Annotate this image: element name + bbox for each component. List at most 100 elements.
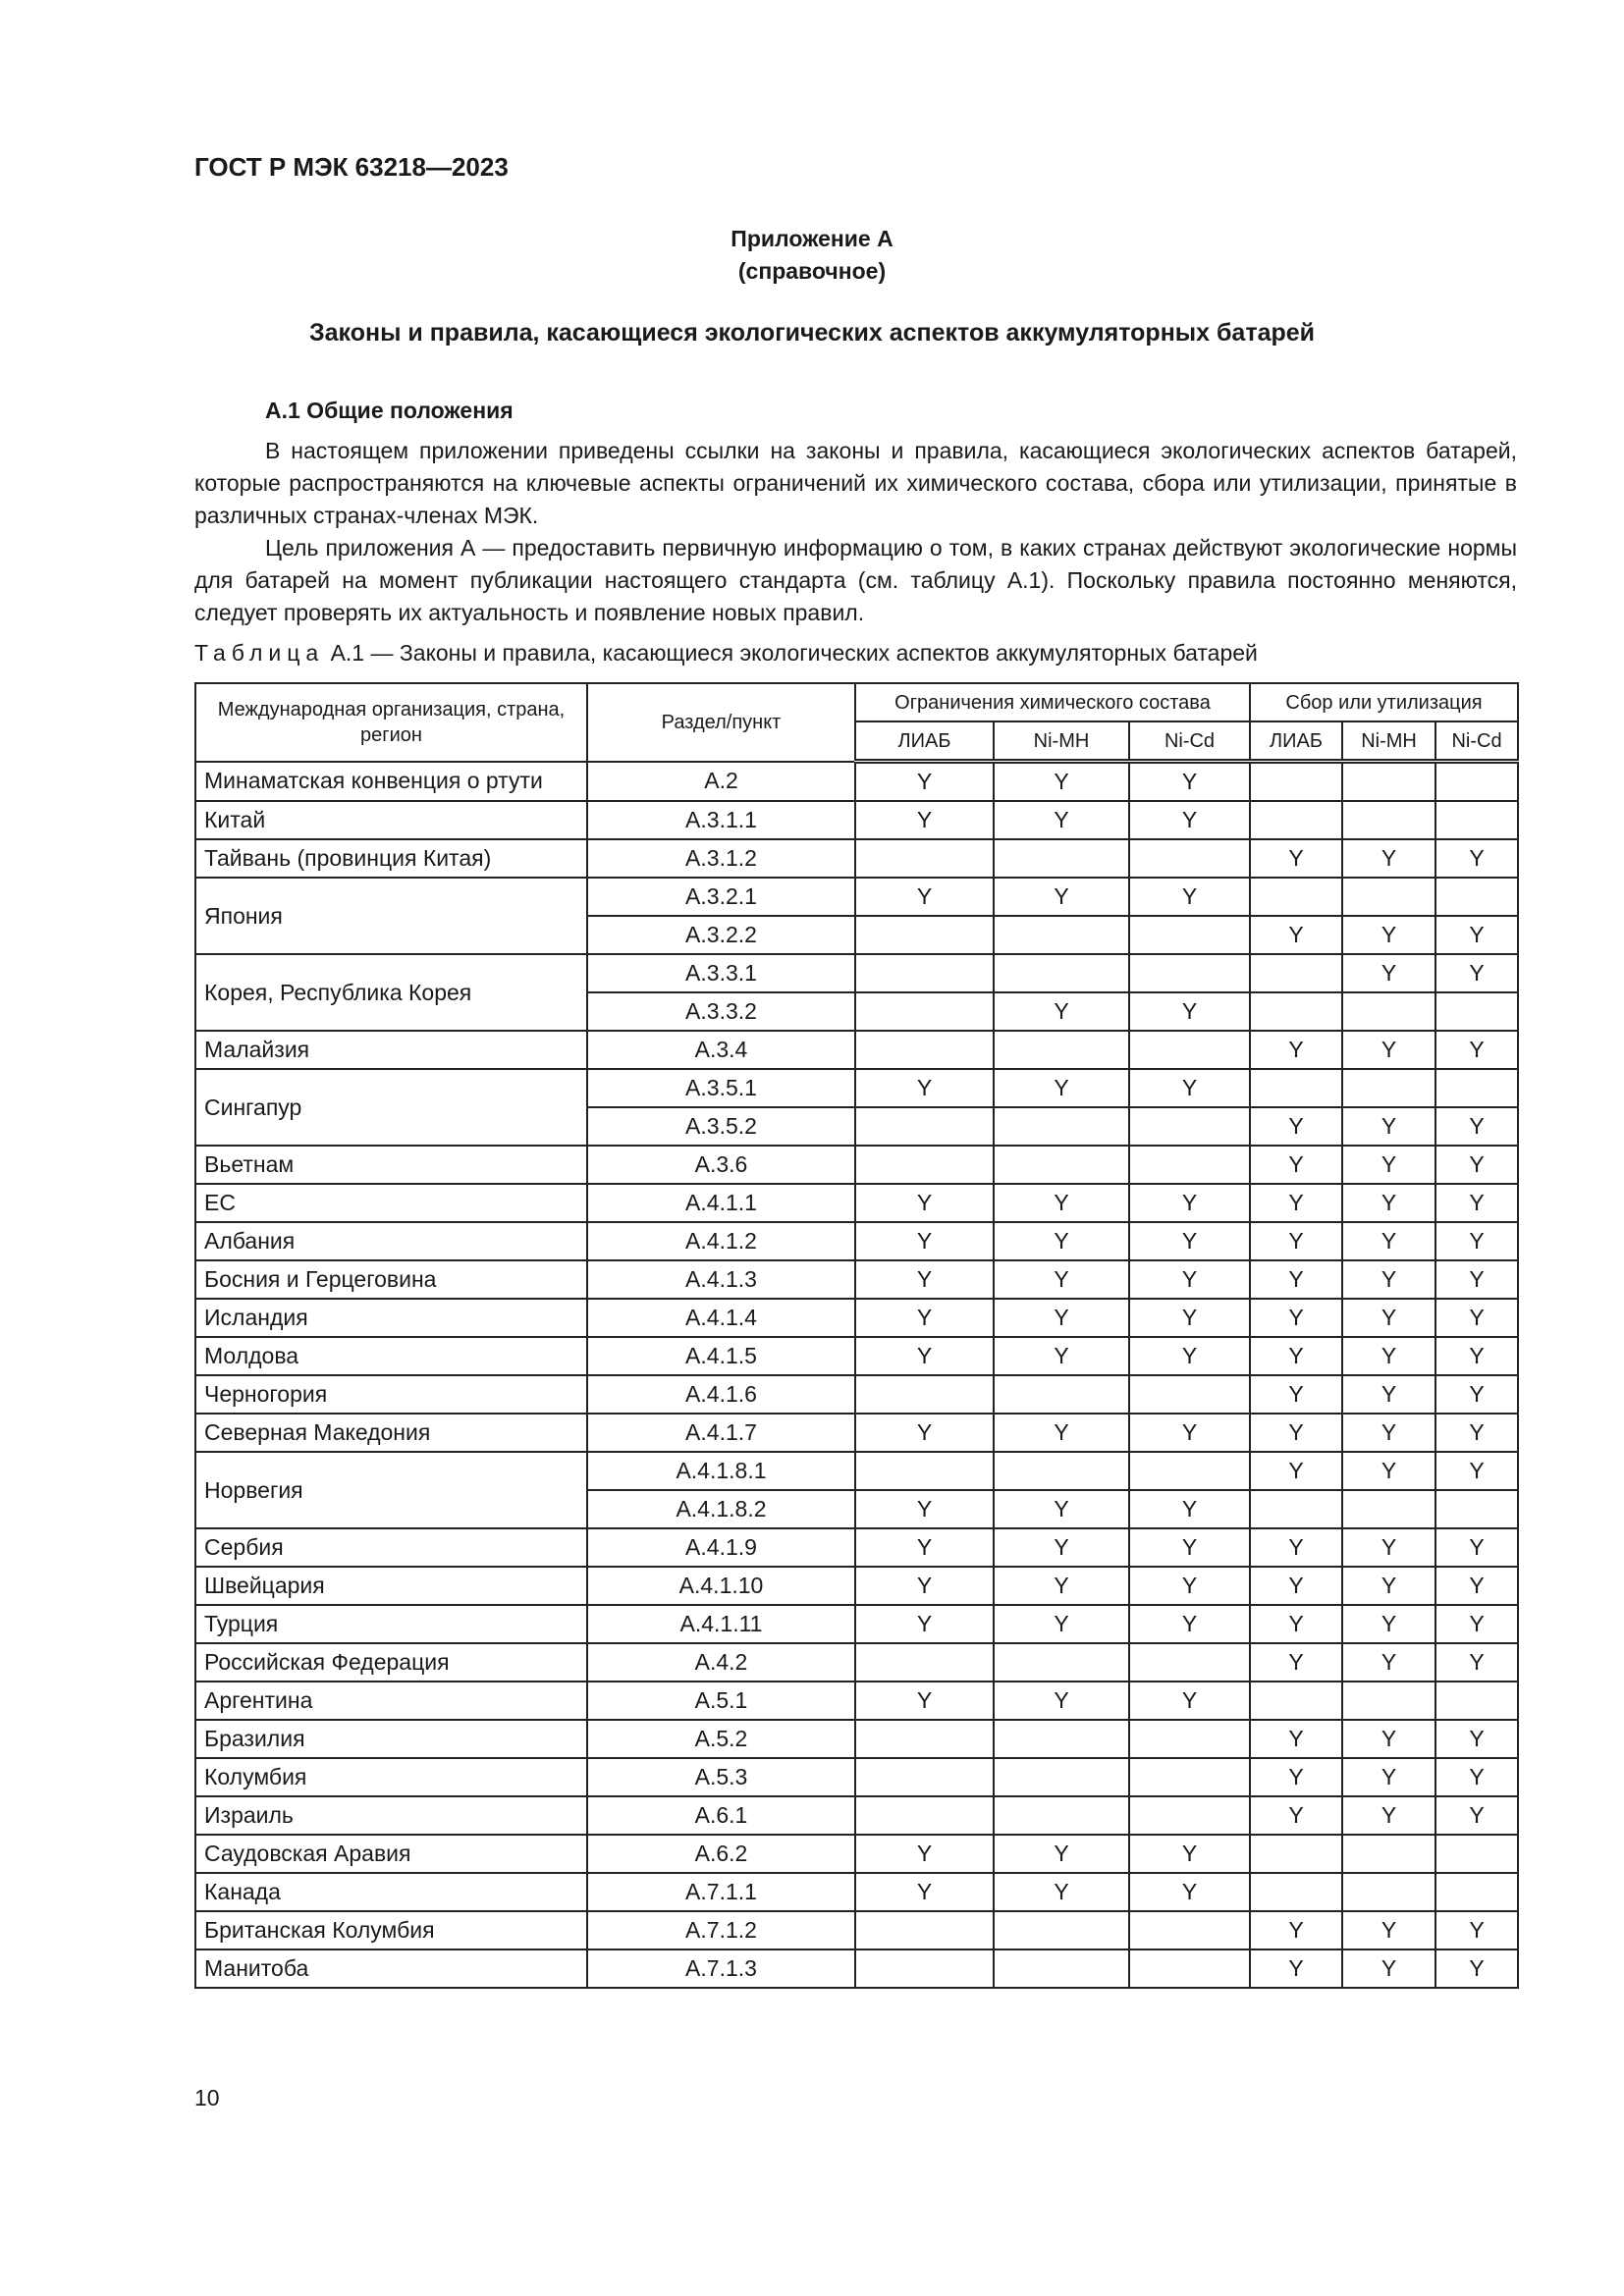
flag-cell <box>1341 877 1437 917</box>
country-cell: Турция <box>194 1604 588 1644</box>
flag-cell: Y <box>993 1834 1130 1874</box>
country-cell: Корея, Республика Корея <box>194 953 588 1032</box>
flag-cell <box>993 1106 1130 1147</box>
country-cell: Япония <box>194 877 588 955</box>
flag-cell: Y <box>1249 1336 1344 1376</box>
section-cell: А.3.3.1 <box>586 953 856 993</box>
flag-cell: Y <box>1435 915 1520 955</box>
flag-cell <box>1127 1374 1252 1415</box>
annex-type: (справочное) <box>737 258 887 284</box>
section-cell: А.7.1.1 <box>586 1872 856 1912</box>
flag-cell <box>1249 1834 1344 1874</box>
table-row: Исландия А.4.1.4 Y Y Y Y Y Y <box>194 1298 1520 1338</box>
header-row: Международная организация, страна, регио… <box>194 682 1520 763</box>
flag-cell <box>1435 800 1520 840</box>
flag-cell: Y <box>1127 1068 1252 1108</box>
flag-cell <box>1435 760 1520 802</box>
flag-cell: Y <box>1435 1374 1520 1415</box>
country-cell: Британская Колумбия <box>194 1910 588 1950</box>
table-row: Тайвань (провинция Китая) А.3.1.2 Y Y Y <box>194 838 1520 879</box>
section-cell: А.5.1 <box>586 1681 856 1721</box>
flag-cell: Y <box>1249 1298 1344 1338</box>
flag-cell: Y <box>1435 1451 1520 1491</box>
country-cell: Северная Македония <box>194 1413 588 1453</box>
table-row: Турция А.4.1.11 Y Y Y Y Y Y <box>194 1604 1520 1644</box>
country-cell: Канада <box>194 1872 588 1912</box>
flag-cell <box>993 1757 1130 1797</box>
flag-cell: Y <box>854 1834 995 1874</box>
table-row: А.3.3.2 Y Y <box>195 991 1520 1032</box>
flag-cell: Y <box>1341 1757 1437 1797</box>
flag-cell: Y <box>1435 838 1520 879</box>
table-row: Манитоба А.7.1.3 Y Y Y <box>194 1949 1520 1989</box>
flag-cell: Y <box>854 877 995 917</box>
country-cell: Бразилия <box>194 1719 588 1759</box>
flag-cell: Y <box>1249 1642 1344 1682</box>
flag-cell: Y <box>1127 800 1252 840</box>
section-cell: А.6.1 <box>586 1795 856 1836</box>
flag-cell: Y <box>1249 838 1344 879</box>
flag-cell: Y <box>1249 1527 1344 1568</box>
flag-cell: Y <box>854 1183 995 1223</box>
flag-cell: Y <box>993 1336 1130 1376</box>
header-chemistry-restrictions: Ограничения химического состава <box>853 682 1252 722</box>
header-subrow: ЛИАБ Ni-MH Ni-Cd ЛИАБ Ni-MH Ni-Cd <box>195 721 1520 764</box>
table-row: Китай А.3.1.1 Y Y Y <box>194 800 1520 840</box>
section-cell: А.5.2 <box>586 1719 856 1759</box>
flag-cell: Y <box>854 1872 995 1912</box>
flag-cell <box>1249 760 1344 802</box>
flag-cell <box>854 838 995 879</box>
flag-cell <box>1435 1489 1520 1529</box>
table-row: Вьетнам А.3.6 Y Y Y <box>194 1145 1520 1185</box>
flag-cell: Y <box>1127 1527 1252 1568</box>
regulations-table: Международная организация, страна, регио… <box>194 682 1520 1989</box>
flag-cell <box>854 1451 995 1491</box>
table-row: Корея, Республика Корея А.3.3.1 Y Y <box>194 953 1520 1032</box>
section-cell: А.3.1.2 <box>586 838 856 879</box>
country-cell: Колумбия <box>194 1757 588 1797</box>
flag-cell: Y <box>1435 1757 1520 1797</box>
flag-cell: Y <box>993 1413 1130 1453</box>
table-row: Сингапур А.3.5.1 Y Y Y <box>194 1068 1520 1147</box>
section-cell: А.4.2 <box>586 1642 856 1682</box>
section-cell: А.4.1.6 <box>586 1374 856 1415</box>
flag-cell: Y <box>1341 1221 1437 1261</box>
flag-cell: Y <box>854 1259 995 1300</box>
section-cell: А.4.1.11 <box>586 1604 856 1644</box>
flag-cell <box>1127 1757 1252 1797</box>
section-cell: А.4.1.5 <box>586 1336 856 1376</box>
section-cell: А.6.2 <box>586 1834 856 1874</box>
flag-cell: Y <box>1127 877 1252 917</box>
flag-cell <box>1127 1106 1252 1147</box>
table-row: Британская Колумбия А.7.1.2 Y Y Y <box>194 1910 1520 1950</box>
flag-cell <box>1249 1489 1344 1529</box>
flag-cell: Y <box>1127 1259 1252 1300</box>
country-cell: Российская Федерация <box>194 1642 588 1682</box>
flag-cell <box>1127 838 1252 879</box>
flag-cell <box>1127 915 1252 955</box>
table-row: Албания А.4.1.2 Y Y Y Y Y Y <box>194 1221 1520 1261</box>
flag-cell: Y <box>1127 991 1252 1032</box>
table-row: Северная Македония А.4.1.7 Y Y Y Y Y Y <box>194 1413 1520 1453</box>
flag-cell: Y <box>1249 1413 1344 1453</box>
country-cell: Китай <box>194 800 588 840</box>
flag-cell: Y <box>993 877 1130 917</box>
flag-cell: Y <box>1435 1795 1520 1836</box>
flag-cell <box>854 991 995 1032</box>
section-cell: А.3.4 <box>586 1030 856 1070</box>
flag-cell: Y <box>1341 915 1437 955</box>
flag-cell: Y <box>1435 1413 1520 1453</box>
flag-cell: Y <box>1435 1566 1520 1606</box>
flag-cell <box>1341 1872 1437 1912</box>
section-cell: А.3.6 <box>586 1145 856 1185</box>
flag-cell: Y <box>1249 1757 1344 1797</box>
flag-cell <box>1127 1795 1252 1836</box>
flag-cell <box>1341 1068 1437 1108</box>
country-cell: Исландия <box>194 1298 588 1338</box>
flag-cell <box>854 1374 995 1415</box>
flag-cell: Y <box>1435 1642 1520 1682</box>
flag-cell <box>1249 953 1344 993</box>
flag-cell: Y <box>1249 915 1344 955</box>
section-cell: А.5.3 <box>586 1757 856 1797</box>
flag-cell <box>1127 1910 1252 1950</box>
